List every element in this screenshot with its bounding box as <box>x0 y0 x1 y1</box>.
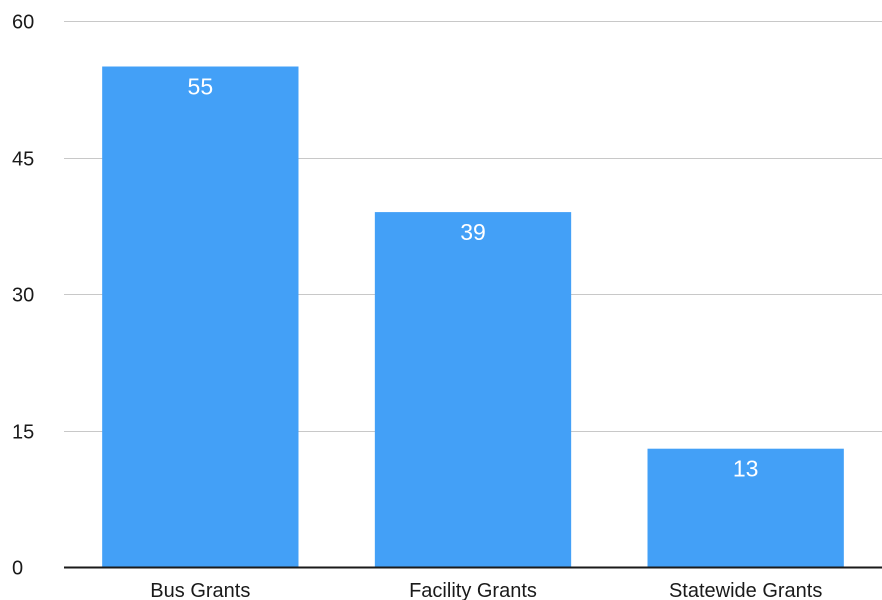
category-label: Statewide Grants <box>669 580 822 600</box>
bar <box>647 448 844 567</box>
data-labels: 55 39 13 <box>188 74 759 482</box>
y-axis-tick-labels: 0 15 30 45 60 <box>12 12 34 580</box>
y-tick-label: 30 <box>12 285 34 307</box>
category-label: Bus Grants <box>150 580 250 600</box>
bar-value-label: 39 <box>460 219 486 245</box>
bar-value-label: 13 <box>733 456 759 482</box>
bar <box>374 212 572 567</box>
category-label: Facility Grants <box>409 580 537 600</box>
bars <box>102 66 844 567</box>
y-tick-label: 15 <box>12 422 34 444</box>
bar <box>102 66 299 567</box>
y-tick-label: 45 <box>12 149 34 171</box>
bar-value-label: 55 <box>188 74 214 100</box>
y-tick-label: 0 <box>12 558 23 580</box>
x-axis-category-labels: Bus Grants Facility Grants Statewide Grant… <box>150 580 822 600</box>
y-tick-label: 60 <box>12 12 34 34</box>
